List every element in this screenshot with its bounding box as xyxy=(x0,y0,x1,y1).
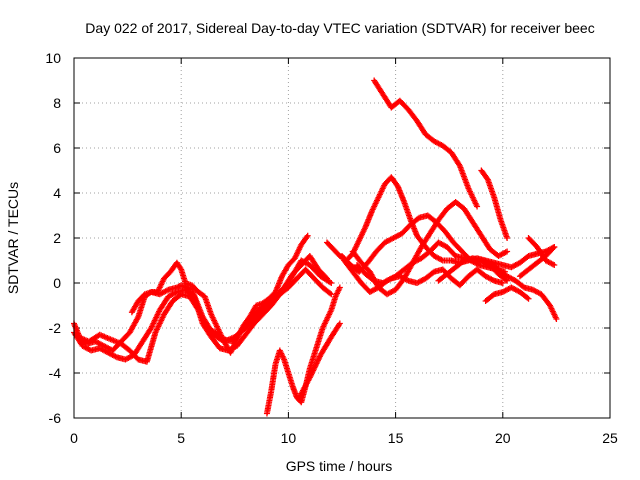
data-point xyxy=(304,232,311,239)
series-5 xyxy=(263,284,343,417)
data-point xyxy=(504,235,511,241)
data-point xyxy=(499,280,506,286)
y-tick-label: 6 xyxy=(53,140,61,156)
data-point xyxy=(328,280,335,286)
y-tick-label: 0 xyxy=(53,275,61,291)
data-point xyxy=(303,234,310,241)
data-point xyxy=(336,320,343,327)
data-point xyxy=(369,276,376,283)
y-tick-label: 2 xyxy=(53,230,61,246)
series-10 xyxy=(349,199,511,298)
grid-layer xyxy=(74,58,610,418)
data-marks xyxy=(71,77,560,417)
data-point xyxy=(429,269,436,276)
y-tick-label: -6 xyxy=(49,410,62,426)
x-axis-label: GPS time / hours xyxy=(286,458,393,474)
data-point xyxy=(327,290,334,297)
data-point xyxy=(326,279,333,286)
data-point xyxy=(553,316,560,322)
y-tick-label: 10 xyxy=(45,50,61,66)
x-tick-label: 15 xyxy=(388,430,404,446)
data-point xyxy=(524,294,531,301)
plot-frame xyxy=(73,57,611,419)
series-6 xyxy=(296,320,343,401)
data-point xyxy=(459,258,466,265)
series-4 xyxy=(128,232,311,356)
chart-title: Day 022 of 2017, Sidereal Day-to-day VTE… xyxy=(85,20,594,36)
x-tick-label: 25 xyxy=(602,430,618,446)
x-tick-label: 5 xyxy=(177,430,185,446)
series-17 xyxy=(525,235,558,268)
data-point xyxy=(520,283,527,290)
y-axis-label: SDTVAR / TECUs xyxy=(5,182,21,294)
series-11 xyxy=(354,262,506,289)
series-15 xyxy=(482,284,532,304)
data-point xyxy=(551,244,558,250)
x-tick-label: 20 xyxy=(495,430,511,446)
y-tick-label: 4 xyxy=(53,185,61,201)
data-point xyxy=(550,245,557,252)
series-12 xyxy=(371,77,481,210)
data-point xyxy=(551,262,558,268)
series-14 xyxy=(478,167,511,241)
y-tick-label: -2 xyxy=(49,320,62,336)
data-point xyxy=(524,253,531,260)
y-tick-label: 8 xyxy=(53,95,61,111)
x-tick-label: 0 xyxy=(70,430,78,446)
data-point xyxy=(489,292,496,299)
x-tick-label: 10 xyxy=(281,430,297,446)
data-point xyxy=(525,295,532,302)
data-point xyxy=(336,284,343,291)
y-tick-label: -4 xyxy=(49,365,62,381)
series-13 xyxy=(435,255,560,322)
data-point xyxy=(328,291,335,298)
data-point xyxy=(504,248,511,255)
data-point xyxy=(474,203,481,210)
data-point xyxy=(323,275,330,282)
data-point xyxy=(414,215,421,222)
data-point xyxy=(322,274,329,281)
